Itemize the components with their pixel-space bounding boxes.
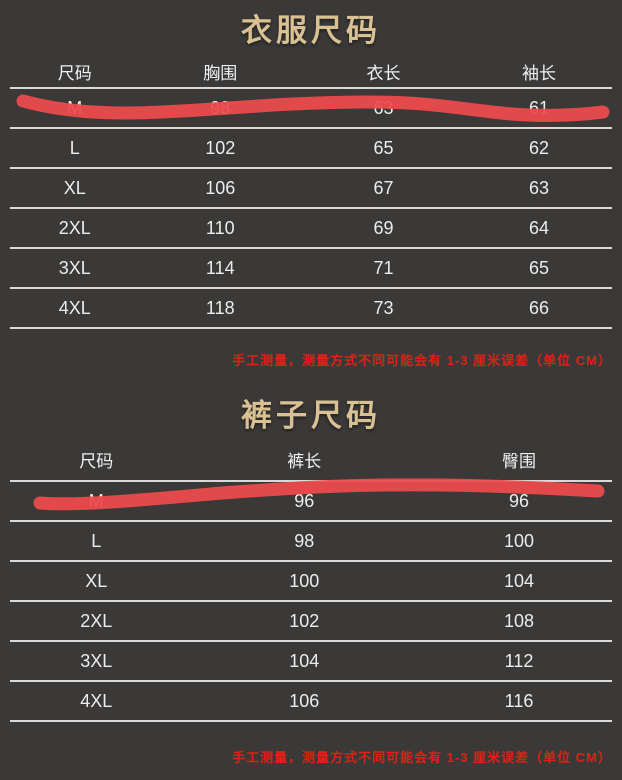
size-cell: L — [91, 530, 102, 551]
hip-cell: 108 — [503, 610, 535, 631]
pants-header-hip: 臀围 — [502, 452, 536, 471]
table-row: 3XL 104 112 — [10, 642, 612, 682]
shirt-size-section: 衣服尺码 尺码 胸围 衣长 袖长 M 98 63 61 L 102 65 62 … — [0, 0, 622, 369]
size-cell: 2XL — [80, 610, 113, 631]
shirt-header-size: 尺码 — [57, 63, 92, 83]
chest-cell: 98 — [210, 97, 231, 118]
sleeve-cell: 63 — [528, 177, 550, 198]
size-cell: M — [88, 490, 104, 511]
shirt-header-length: 衣长 — [366, 63, 401, 83]
pants-table-header-row: 尺码 裤长 臀围 — [10, 439, 612, 482]
pants-size-section: 裤子尺码 尺码 裤长 臀围 M 96 96 L 98 100 XL 100 10… — [0, 369, 622, 766]
sleeve-cell: 65 — [528, 257, 550, 278]
pants-length-cell: 106 — [289, 690, 320, 711]
size-cell: 4XL — [80, 690, 113, 711]
hip-cell: 100 — [503, 530, 535, 551]
table-row: L 98 100 — [10, 522, 612, 562]
pants-header-length: 裤长 — [287, 452, 322, 471]
length-cell: 71 — [373, 257, 394, 278]
table-row: 4XL 118 73 66 — [10, 289, 612, 329]
length-cell: 65 — [373, 137, 394, 158]
table-row: 3XL 114 71 65 — [10, 249, 612, 289]
length-cell: 69 — [373, 217, 394, 238]
measurement-note-pants: 手工测量，测量方式不同可能会有 1-3 厘米误差（单位 CM） — [232, 750, 612, 765]
chest-cell: 110 — [205, 217, 235, 238]
chest-cell: 102 — [205, 137, 236, 158]
pants-length-cell: 102 — [289, 610, 320, 631]
length-cell: 73 — [373, 297, 394, 318]
length-cell: 67 — [373, 177, 394, 198]
pants-table-title: 裤子尺码 — [241, 397, 381, 433]
table-row: 2XL 102 108 — [10, 602, 612, 642]
size-cell: 4XL — [58, 297, 91, 318]
table-row: M 98 63 61 — [10, 89, 612, 129]
sleeve-cell: 62 — [528, 137, 550, 158]
sleeve-cell: 64 — [528, 217, 550, 238]
table-row: L 102 65 62 — [10, 129, 612, 169]
table-row: XL 100 104 — [10, 562, 612, 602]
measurement-note-shirt: 手工测量，测量方式不同可能会有 1-3 厘米误差（单位 CM） — [232, 353, 612, 368]
hip-cell: 112 — [504, 650, 534, 671]
shirt-header-sleeve: 袖长 — [522, 63, 556, 83]
sleeve-cell: 61 — [528, 97, 550, 118]
pants-length-cell: 100 — [289, 570, 320, 591]
size-cell: M — [67, 97, 83, 118]
shirt-table-title: 衣服尺码 — [241, 13, 381, 48]
shirt-table-header-row: 尺码 胸围 衣长 袖长 — [10, 55, 612, 89]
size-cell: 2XL — [58, 217, 91, 238]
chest-cell: 114 — [205, 257, 235, 278]
hip-cell: 96 — [508, 490, 530, 511]
table-row: 2XL 110 69 64 — [10, 209, 612, 249]
chest-cell: 118 — [205, 297, 235, 318]
sleeve-cell: 66 — [528, 297, 550, 318]
size-cell: 3XL — [80, 650, 113, 671]
pants-header-size: 尺码 — [79, 452, 114, 471]
size-cell: XL — [63, 177, 86, 198]
pants-length-cell: 96 — [294, 490, 315, 511]
size-cell: XL — [85, 570, 108, 591]
size-cell: L — [69, 137, 80, 158]
pants-length-cell: 104 — [289, 650, 320, 671]
length-cell: 63 — [373, 97, 394, 118]
shirt-header-chest: 胸围 — [203, 63, 238, 83]
table-row: 4XL 106 116 — [10, 682, 612, 722]
chest-cell: 106 — [205, 177, 236, 198]
table-row: M 96 96 — [10, 482, 612, 522]
size-cell: 3XL — [58, 257, 91, 278]
hip-cell: 116 — [504, 690, 534, 711]
table-row: XL 106 67 63 — [10, 169, 612, 209]
hip-cell: 104 — [503, 570, 535, 591]
pants-length-cell: 98 — [294, 530, 315, 551]
